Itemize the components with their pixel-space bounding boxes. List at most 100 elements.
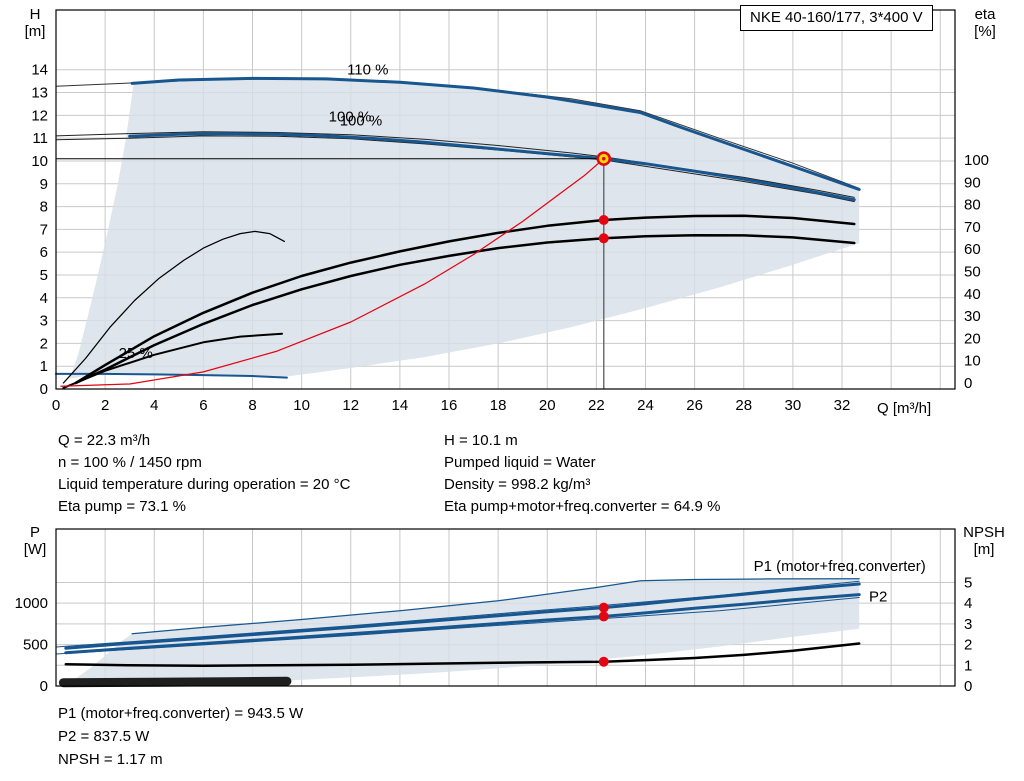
p-axis-symbol: P	[29, 524, 40, 541]
svg-text:40: 40	[964, 286, 981, 303]
svg-text:11: 11	[32, 130, 48, 147]
eta-total-marker	[598, 233, 609, 244]
pump-title: NKE 40-160/177, 3*400 V	[750, 9, 923, 26]
svg-text:20: 20	[964, 330, 981, 347]
svg-text:1000: 1000	[15, 595, 48, 612]
eta-total-curve	[74, 233, 856, 385]
svg-text:4: 4	[964, 595, 972, 612]
h-axis-label: H [m]	[16, 6, 54, 40]
svg-text:2: 2	[964, 637, 972, 654]
svg-text:4: 4	[150, 397, 158, 414]
power-info: P1 (motor+freq.converter) = 943.5 W P2 =…	[58, 703, 303, 772]
svg-text:500: 500	[23, 636, 48, 653]
info-flow: Q = 22.3 m³/h	[58, 432, 151, 449]
svg-text:12: 12	[342, 397, 359, 414]
svg-text:7: 7	[40, 221, 48, 238]
svg-text:25 %: 25 %	[119, 345, 153, 362]
svg-text:110 %: 110 %	[347, 61, 388, 78]
p-max-curve	[131, 578, 860, 635]
system-curve	[60, 158, 605, 387]
npsh-curve	[64, 642, 861, 667]
svg-text:2: 2	[40, 335, 48, 352]
svg-text:6: 6	[40, 244, 48, 261]
h-axis-unit: [m]	[24, 23, 46, 40]
svg-text:16: 16	[441, 397, 458, 414]
svg-text:5: 5	[40, 267, 48, 284]
eta-pump-marker	[598, 215, 609, 226]
svg-text:24: 24	[637, 397, 654, 414]
svg-text:14: 14	[392, 397, 409, 414]
svg-text:0: 0	[40, 678, 48, 695]
curve-100	[128, 132, 856, 202]
info-liquid-temperature: Liquid temperature during operation = 20…	[58, 476, 351, 493]
svg-text:60: 60	[964, 241, 981, 258]
svg-text:70: 70	[964, 219, 981, 236]
p-axis-unit: [W]	[23, 541, 47, 558]
info-npsh: NPSH = 1.17 m	[58, 751, 163, 768]
svg-text:8: 8	[40, 199, 48, 216]
svg-text:20: 20	[539, 397, 556, 414]
eta-axis-symbol: eta	[974, 6, 996, 23]
power-npsh-plot: P1 (motor+freq.converter) P2 0 500 1000 0 1 2 3 4…	[15, 528, 972, 695]
svg-text:0: 0	[40, 381, 48, 398]
npsh-axis-label: NPSH [m]	[954, 524, 1014, 558]
svg-text:22: 22	[588, 397, 605, 414]
p-axis-label: P [W]	[16, 524, 54, 558]
svg-text:2: 2	[101, 397, 109, 414]
svg-text:0: 0	[964, 678, 972, 695]
svg-text:9: 9	[40, 176, 48, 193]
hq-plot: 110 %100 %100 %25 %012345678910111213140…	[31, 9, 989, 414]
svg-text:3: 3	[40, 313, 48, 330]
svg-text:5: 5	[964, 574, 972, 591]
svg-text:80: 80	[964, 197, 981, 214]
svg-text:14: 14	[31, 62, 48, 79]
pump-title-box: NKE 40-160/177, 3*400 V	[740, 5, 933, 31]
duty-info-left: Q = 22.3 m³/h n = 100 % / 1450 rpm Liqui…	[58, 431, 350, 519]
eta-pump-curve	[74, 214, 856, 385]
operating-envelope	[69, 78, 860, 379]
info-eta-pump: Eta pump = 73.1 %	[58, 498, 186, 515]
info-pumped-liquid: Pumped liquid = Water	[444, 454, 596, 471]
svg-text:1: 1	[964, 657, 972, 674]
h-axis-symbol: H	[29, 6, 41, 23]
info-p1: P1 (motor+freq.converter) = 943.5 W	[58, 705, 304, 722]
svg-text:12: 12	[31, 107, 48, 124]
svg-text:3: 3	[964, 616, 972, 633]
svg-text:100 %: 100 %	[340, 113, 383, 130]
info-density: Density = 998.2 kg/m³	[444, 476, 591, 493]
svg-text:0: 0	[964, 375, 972, 392]
svg-text:18: 18	[490, 397, 507, 414]
svg-text:1: 1	[40, 358, 48, 375]
eta-curve-reduced-speed	[62, 230, 286, 384]
p2-marker	[598, 611, 609, 622]
svg-text:26: 26	[686, 397, 703, 414]
svg-text:10: 10	[31, 153, 48, 170]
npsh-axis-symbol: NPSH	[963, 524, 1005, 541]
svg-text:4: 4	[40, 290, 48, 307]
npsh-marker	[598, 656, 609, 667]
p1-curve	[64, 582, 861, 650]
svg-text:100: 100	[964, 152, 989, 169]
svg-text:32: 32	[834, 397, 851, 414]
p2-curve	[64, 593, 861, 655]
q-axis-label: Q [m³/h]	[877, 400, 932, 417]
curve-100-tolerance-b	[55, 131, 855, 198]
svg-text:30: 30	[964, 308, 981, 325]
svg-text:P1 (motor+freq.converter): P1 (motor+freq.converter)	[754, 558, 926, 575]
svg-text:0: 0	[52, 397, 60, 414]
info-speed: n = 100 % / 1450 rpm	[58, 454, 202, 471]
svg-text:P2: P2	[869, 588, 887, 605]
info-head: H = 10.1 m	[444, 432, 518, 449]
svg-text:100 %: 100 %	[329, 109, 372, 126]
eta-axis-unit: [%]	[974, 23, 996, 40]
npsh-axis-unit: [m]	[973, 541, 995, 558]
svg-text:8: 8	[248, 397, 256, 414]
curve-110	[130, 76, 861, 191]
svg-text:6: 6	[199, 397, 207, 414]
svg-text:50: 50	[964, 264, 981, 281]
svg-text:10: 10	[293, 397, 310, 414]
info-p2: P2 = 837.5 W	[58, 728, 150, 745]
power-envelope	[65, 578, 860, 684]
